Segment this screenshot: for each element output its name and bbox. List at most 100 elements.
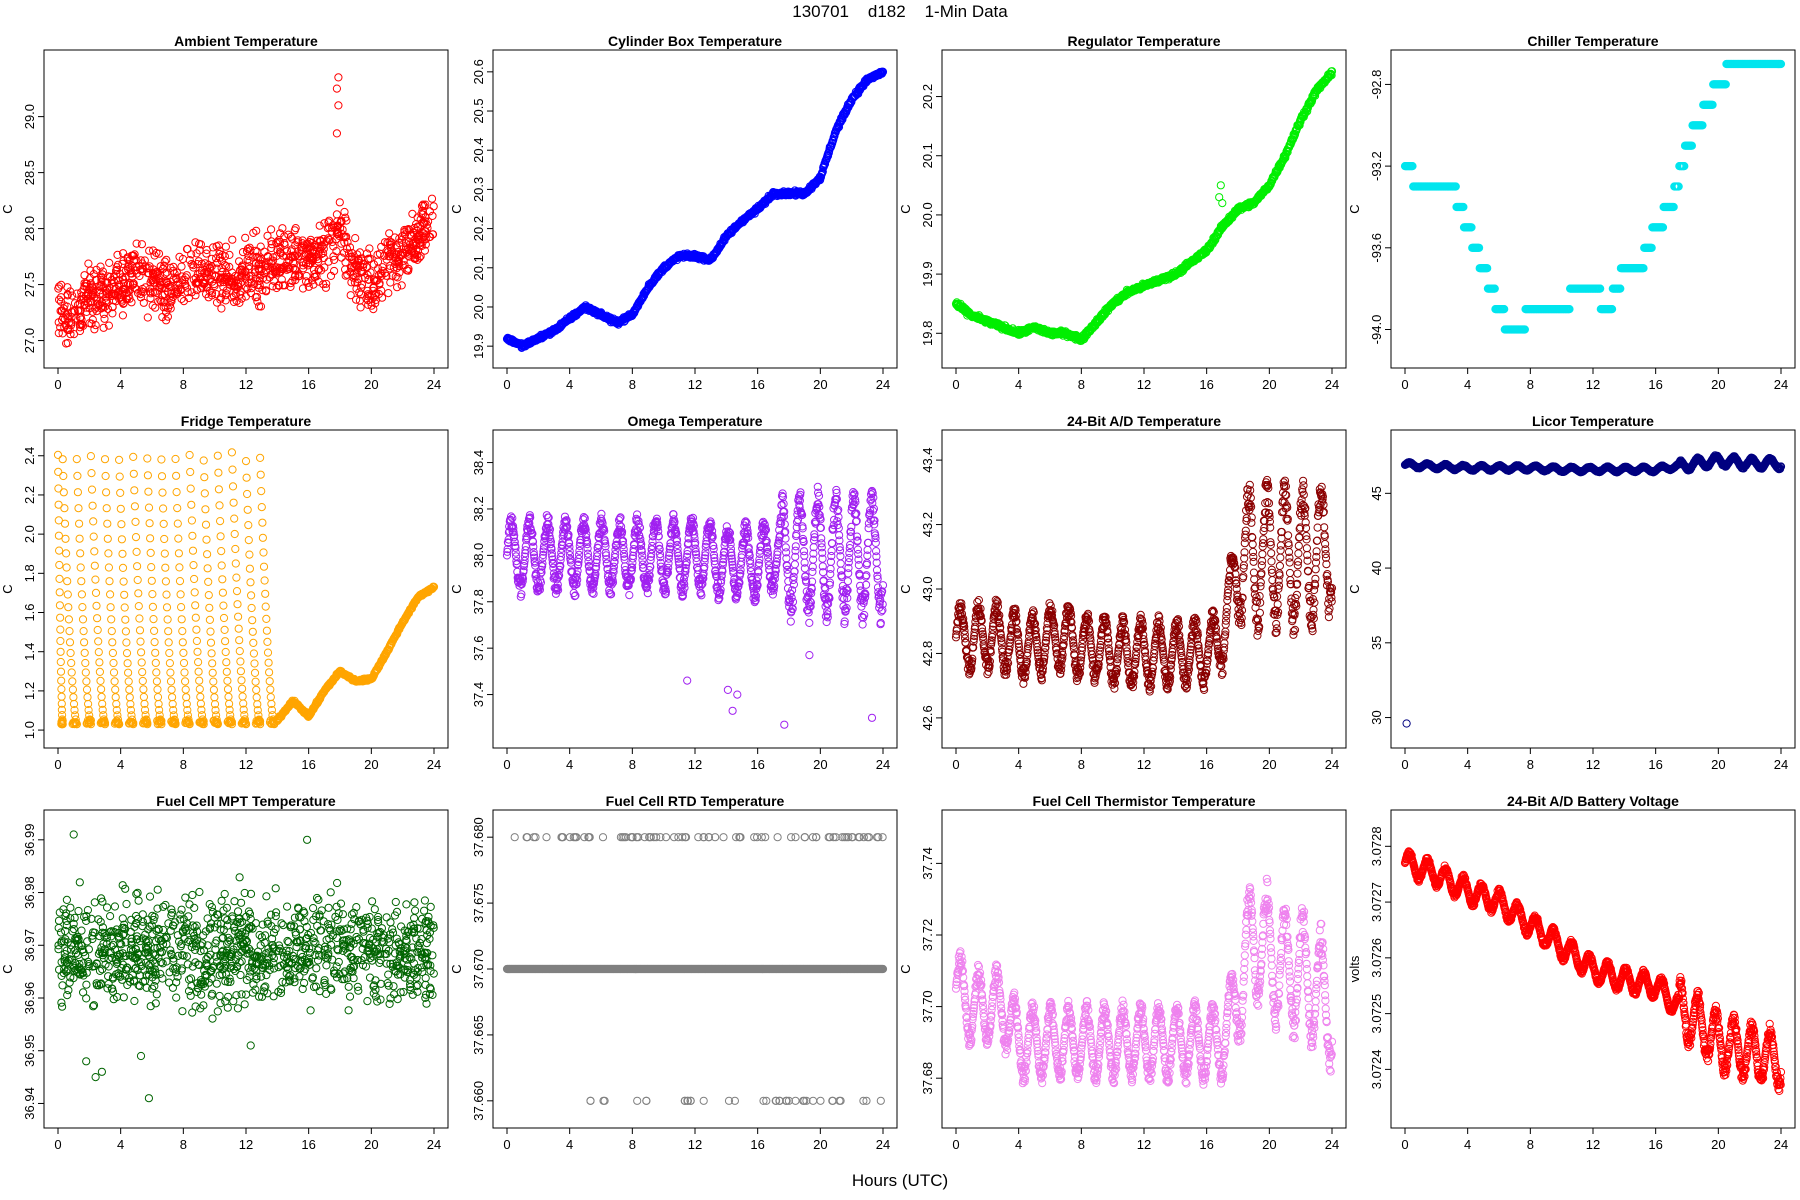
- data-point: [229, 297, 239, 307]
- data-point: [54, 531, 64, 540]
- data-point: [243, 255, 252, 264]
- data-point: [181, 273, 190, 282]
- data-point: [356, 303, 365, 312]
- data-point: [151, 648, 160, 657]
- y-tick-label: 27.5: [22, 272, 37, 297]
- data-point: [63, 302, 72, 311]
- x-tick-label: 12: [688, 757, 702, 772]
- data-point: [122, 638, 131, 647]
- data-point: [77, 577, 86, 586]
- data-point: [57, 692, 66, 701]
- data-point: [177, 294, 186, 303]
- plot-frame: [43, 429, 449, 749]
- data-point: [156, 262, 165, 271]
- data-point: [138, 676, 147, 686]
- data-point: [81, 668, 90, 677]
- data-point: [168, 292, 177, 302]
- data-point: [367, 291, 376, 300]
- data-point: [63, 590, 72, 599]
- data-point: [105, 577, 114, 586]
- data-point: [380, 269, 389, 278]
- data-point: [315, 221, 324, 230]
- data-point: [272, 238, 281, 247]
- data-point: [196, 272, 205, 281]
- data-point: [228, 482, 238, 491]
- data-point: [327, 227, 336, 236]
- plot-frame: [941, 49, 1347, 369]
- data-point: [333, 221, 342, 230]
- data-point: [172, 275, 181, 284]
- data-point: [73, 471, 82, 480]
- y-axis-label: C: [0, 204, 15, 213]
- data-point: [59, 313, 68, 323]
- data-point: [130, 486, 139, 495]
- data-point: [216, 295, 225, 304]
- data-point: [319, 249, 328, 258]
- data-point: [301, 259, 311, 268]
- data-point: [62, 563, 71, 572]
- data-point: [213, 451, 222, 460]
- data-point: [204, 577, 213, 587]
- data-point: [428, 230, 438, 239]
- data-point: [221, 637, 230, 646]
- data-point: [139, 685, 148, 694]
- data-point: [150, 626, 159, 636]
- x-tick-label: 0: [503, 757, 510, 772]
- y-tick-label: 1.6: [22, 603, 37, 621]
- data-point: [127, 298, 136, 307]
- data-point: [407, 232, 416, 241]
- data-point: [55, 601, 65, 610]
- data-point: [187, 516, 196, 525]
- data-point: [335, 198, 344, 207]
- data-point: [370, 275, 379, 284]
- data-point: [261, 589, 270, 598]
- data-point: [138, 668, 147, 677]
- data-point: [384, 247, 393, 256]
- data-point: [263, 637, 272, 647]
- x-tick-label: 8: [1078, 377, 1085, 392]
- data-point: [187, 500, 196, 509]
- data-point: [267, 225, 276, 234]
- data-point: [152, 677, 161, 686]
- data-point: [186, 484, 195, 493]
- data-point: [151, 658, 160, 668]
- data-point: [248, 627, 257, 636]
- y-tick-label: 20.3: [471, 177, 486, 202]
- y-tick-label: 20.1: [471, 255, 486, 280]
- data-point: [78, 615, 88, 624]
- y-tick-label: 20.0: [920, 202, 935, 227]
- data-point: [106, 590, 115, 599]
- data-point: [218, 250, 227, 260]
- data-point: [147, 576, 156, 585]
- data-point: [104, 563, 114, 572]
- panel-title: Fridge Temperature: [181, 413, 312, 429]
- data-point: [195, 676, 204, 685]
- data-point: [259, 562, 269, 571]
- data-point: [92, 303, 101, 312]
- data-point: [304, 251, 313, 260]
- data-point: [137, 648, 146, 657]
- data-point: [119, 577, 128, 586]
- data-point: [265, 677, 274, 686]
- data-point: [134, 589, 143, 598]
- data-point: [232, 573, 241, 582]
- data-point: [152, 668, 161, 677]
- data-points: [1400, 59, 1786, 334]
- data-point: [373, 257, 383, 266]
- data-point: [54, 284, 63, 293]
- data-point: [191, 601, 200, 610]
- data-point: [102, 298, 111, 307]
- data-point: [57, 293, 66, 302]
- data-point: [247, 272, 256, 281]
- data-point: [60, 519, 70, 528]
- data-points: [502, 67, 888, 352]
- data-point: [154, 297, 163, 306]
- data-point: [222, 667, 231, 676]
- y-tick-label: -92.8: [1369, 70, 1384, 100]
- data-point: [189, 275, 198, 284]
- data-point: [390, 233, 399, 242]
- data-point: [322, 279, 331, 288]
- y-tick-label: 2.2: [22, 486, 37, 504]
- data-point: [139, 692, 148, 702]
- data-point: [268, 282, 277, 291]
